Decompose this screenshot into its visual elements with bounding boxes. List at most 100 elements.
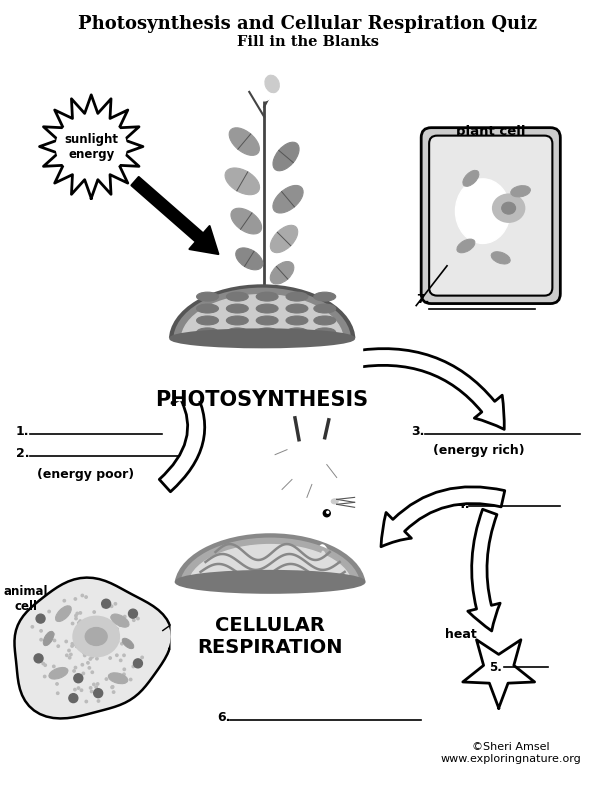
Circle shape bbox=[83, 652, 85, 654]
Circle shape bbox=[86, 647, 88, 649]
Circle shape bbox=[88, 645, 90, 648]
Circle shape bbox=[111, 686, 113, 688]
Circle shape bbox=[119, 624, 121, 626]
Text: 2.: 2. bbox=[16, 447, 29, 460]
Text: Fill in the Blanks: Fill in the Blanks bbox=[237, 35, 379, 49]
Text: plant cell: plant cell bbox=[456, 125, 526, 138]
Circle shape bbox=[111, 616, 114, 619]
Circle shape bbox=[57, 645, 59, 647]
Circle shape bbox=[132, 665, 135, 668]
FancyBboxPatch shape bbox=[421, 128, 561, 303]
Circle shape bbox=[91, 691, 93, 693]
Circle shape bbox=[133, 659, 143, 668]
Circle shape bbox=[95, 686, 97, 688]
Circle shape bbox=[44, 664, 47, 666]
Circle shape bbox=[89, 687, 92, 689]
Circle shape bbox=[72, 623, 74, 625]
Circle shape bbox=[53, 665, 55, 668]
Ellipse shape bbox=[226, 316, 248, 325]
Circle shape bbox=[131, 615, 133, 618]
Circle shape bbox=[75, 615, 77, 617]
Circle shape bbox=[84, 647, 87, 649]
Circle shape bbox=[73, 688, 76, 691]
Text: 7.: 7. bbox=[416, 292, 430, 306]
Circle shape bbox=[78, 647, 81, 649]
Circle shape bbox=[84, 644, 86, 646]
Ellipse shape bbox=[321, 551, 328, 579]
Polygon shape bbox=[171, 581, 370, 691]
Circle shape bbox=[69, 694, 78, 703]
Polygon shape bbox=[463, 640, 535, 708]
Ellipse shape bbox=[226, 292, 248, 301]
Text: green
plants: green plants bbox=[201, 303, 244, 330]
Circle shape bbox=[89, 658, 92, 661]
Circle shape bbox=[97, 683, 99, 685]
Circle shape bbox=[42, 662, 45, 664]
Circle shape bbox=[63, 600, 65, 602]
Polygon shape bbox=[171, 587, 370, 691]
Circle shape bbox=[73, 637, 76, 639]
Ellipse shape bbox=[273, 143, 299, 171]
Circle shape bbox=[116, 654, 118, 657]
Ellipse shape bbox=[265, 75, 279, 93]
Ellipse shape bbox=[188, 545, 352, 629]
Ellipse shape bbox=[491, 252, 510, 264]
Circle shape bbox=[83, 644, 86, 646]
Ellipse shape bbox=[256, 304, 278, 313]
Ellipse shape bbox=[226, 328, 248, 337]
Circle shape bbox=[92, 626, 95, 628]
Circle shape bbox=[136, 617, 139, 620]
Ellipse shape bbox=[176, 571, 365, 592]
Ellipse shape bbox=[272, 415, 352, 505]
Circle shape bbox=[76, 629, 79, 631]
Circle shape bbox=[94, 639, 95, 642]
Circle shape bbox=[94, 631, 95, 634]
Ellipse shape bbox=[286, 292, 308, 301]
Circle shape bbox=[48, 611, 50, 613]
Ellipse shape bbox=[314, 304, 336, 313]
Ellipse shape bbox=[493, 194, 524, 222]
Ellipse shape bbox=[256, 316, 278, 325]
Circle shape bbox=[56, 683, 58, 685]
Circle shape bbox=[65, 640, 67, 642]
Text: CELLULAR
RESPIRATION: CELLULAR RESPIRATION bbox=[198, 616, 343, 657]
Circle shape bbox=[141, 657, 143, 659]
Circle shape bbox=[80, 689, 83, 691]
Text: animals: animals bbox=[281, 418, 333, 431]
Text: 5.: 5. bbox=[489, 661, 502, 674]
Circle shape bbox=[74, 674, 83, 683]
FancyArrowPatch shape bbox=[132, 177, 218, 254]
Ellipse shape bbox=[225, 168, 259, 195]
Ellipse shape bbox=[268, 406, 306, 430]
Ellipse shape bbox=[463, 170, 479, 186]
Circle shape bbox=[56, 692, 59, 695]
Circle shape bbox=[103, 642, 105, 644]
Circle shape bbox=[93, 611, 95, 613]
Circle shape bbox=[81, 664, 84, 666]
Circle shape bbox=[79, 620, 81, 623]
Circle shape bbox=[129, 609, 138, 618]
Ellipse shape bbox=[181, 295, 343, 386]
Circle shape bbox=[111, 616, 113, 619]
Circle shape bbox=[95, 657, 98, 660]
Circle shape bbox=[40, 630, 42, 632]
Ellipse shape bbox=[301, 552, 308, 582]
Circle shape bbox=[86, 648, 88, 650]
Ellipse shape bbox=[122, 638, 134, 649]
Circle shape bbox=[94, 689, 103, 698]
Text: 1.: 1. bbox=[16, 425, 29, 438]
Circle shape bbox=[83, 654, 86, 657]
Circle shape bbox=[71, 645, 73, 647]
Ellipse shape bbox=[271, 261, 294, 284]
Circle shape bbox=[92, 642, 94, 645]
Ellipse shape bbox=[108, 672, 128, 683]
Circle shape bbox=[101, 653, 103, 655]
Ellipse shape bbox=[286, 328, 308, 337]
Circle shape bbox=[97, 700, 100, 703]
Ellipse shape bbox=[170, 329, 354, 348]
Circle shape bbox=[52, 633, 54, 635]
Circle shape bbox=[130, 611, 133, 614]
Circle shape bbox=[123, 654, 125, 657]
Text: PHOTOSYNTHESIS: PHOTOSYNTHESIS bbox=[155, 390, 369, 410]
Circle shape bbox=[83, 640, 85, 642]
